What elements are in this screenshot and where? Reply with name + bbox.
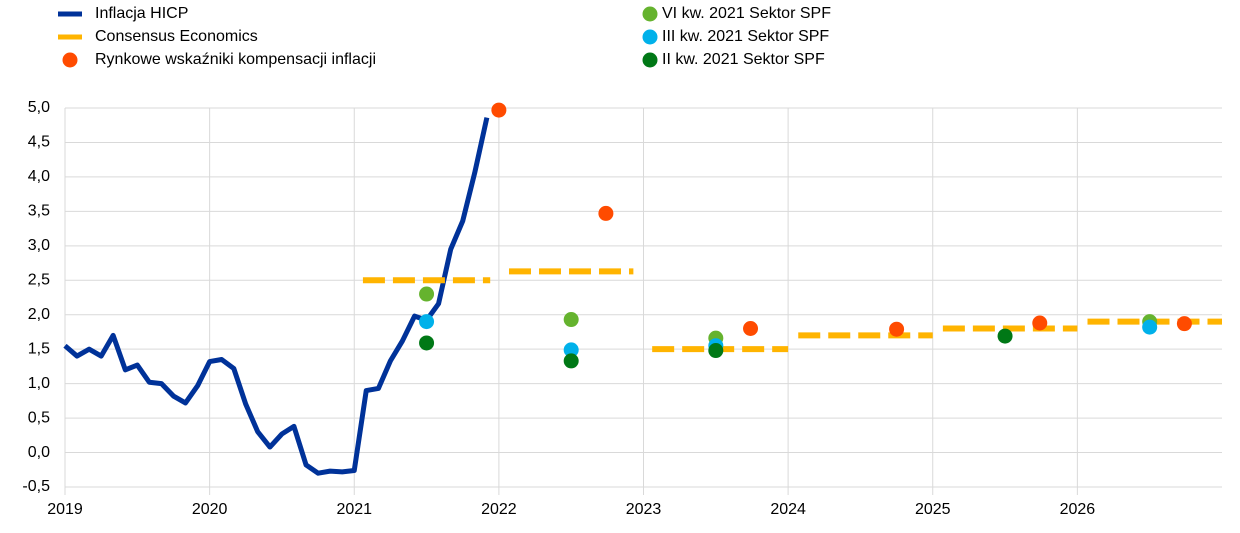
y-tick-label: 1,0 [28,375,50,392]
y-tick-label: 1,5 [28,340,50,357]
y-tick-label: 5,0 [28,99,50,116]
y-tick-label: 2,0 [28,306,50,323]
legend-label: Consensus Economics [95,28,258,45]
scatter-point [419,286,435,302]
y-tick-label: 0,0 [28,444,50,461]
scatter-point [598,205,614,221]
x-tick-label: 2021 [336,501,372,518]
scatter-point [889,321,905,337]
y-tick-label: 2,5 [28,271,50,288]
scatter-point [419,314,435,330]
legend-marker [642,6,658,22]
legend-marker [62,52,78,68]
legend-label: II kw. 2021 Sektor SPF [662,51,825,68]
scatter-point [708,343,724,359]
y-tick-label: 3,5 [28,203,50,220]
scatter-point [491,102,507,118]
legend-marker [642,29,658,45]
legend-label: Inflacja HICP [95,5,188,22]
x-tick-label: 2025 [915,501,951,518]
line-series [362,268,1222,353]
y-tick-label: 3,0 [28,237,50,254]
legend-marker [642,52,658,68]
scatter-point [997,328,1013,344]
x-tick-label: 2024 [770,501,806,518]
scatter-point [563,342,579,358]
scatter-point [419,335,435,351]
legend-label: VI kw. 2021 Sektor SPF [662,5,831,22]
scatter-point [1176,316,1192,332]
legend-label: III kw. 2021 Sektor SPF [662,28,829,45]
y-tick-label: 4,0 [28,168,50,185]
legend-label: Rynkowe wskaźniki kompensacji inflacji [95,51,376,68]
x-tick-label: 2019 [47,501,83,518]
y-tick-label: 0,5 [28,409,50,426]
scatter-point [1032,315,1048,331]
scatter-point [743,321,759,337]
x-tick-label: 2026 [1060,501,1096,518]
scatter-point [563,312,579,328]
line-series [63,117,490,476]
y-tick-label: -0,5 [22,478,50,495]
x-tick-label: 2020 [192,501,228,518]
y-tick-label: 4,5 [28,134,50,151]
x-tick-label: 2022 [481,501,517,518]
x-tick-label: 2023 [626,501,662,518]
scatter-point [1142,319,1158,335]
scatter-point [563,353,579,369]
